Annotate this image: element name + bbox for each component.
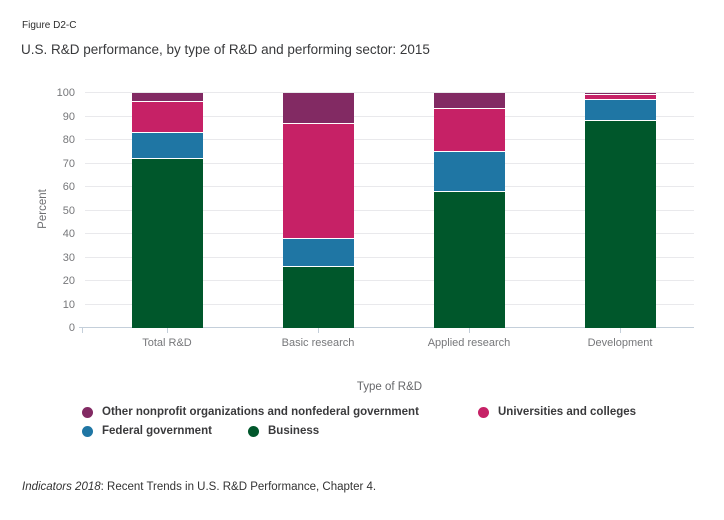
y-gridline-100 (85, 92, 694, 93)
legend-item-federal-government: Federal government (82, 425, 212, 437)
x-tick-total-r-d (167, 328, 168, 333)
legend-label-business: Business (268, 425, 320, 437)
source-note-italic: Indicators 2018 (22, 481, 101, 493)
segment-development-business (584, 121, 656, 328)
bar-total-r-d (131, 93, 203, 328)
y-tick-label-70: 70 (62, 157, 75, 170)
legend-item-universities: Universities and colleges (478, 406, 636, 418)
y-gridline-90 (85, 115, 694, 117)
x-axis-line (79, 327, 694, 328)
y-gridline-60 (85, 186, 694, 187)
y-gridline-10 (85, 303, 694, 305)
segment-basic-research-federal-government (282, 238, 354, 267)
legend-label-universities: Universities and colleges (498, 406, 637, 418)
segment-total-r-d-universities-and-colleges (131, 102, 203, 133)
legend-swatch-other-nonprofit-icon (82, 406, 93, 418)
segment-applied-research-universities-and-colleges (433, 109, 505, 152)
source-note-rest: : Recent Trends in U.S. R&D Performance,… (100, 481, 377, 493)
y-tick-label-80: 80 (62, 134, 75, 146)
y-tick-label-30: 30 (62, 251, 75, 264)
segment-basic-research-other-nonprofit-organizations-and-nonfederal-government (282, 93, 354, 124)
bar-development (584, 93, 656, 328)
segment-development-other-nonprofit-organizations-and-nonfederal-government (584, 93, 656, 96)
segment-total-r-d-other-nonprofit-organizations-and-nonfederal-government (131, 93, 203, 103)
segment-development-federal-government (584, 100, 656, 122)
x-tick-applied-research (469, 328, 470, 333)
plot-area: 0 10 20 30 40 50 60 70 80 90 100 (57, 87, 694, 334)
segment-applied-research-business (433, 191, 505, 328)
segment-applied-research-federal-government (433, 151, 505, 192)
y-tick-label-0: 0 (68, 322, 75, 334)
x-category-label-applied-research: Applied research (427, 337, 511, 349)
segment-basic-research-universities-and-colleges (282, 123, 354, 239)
x-axis-title: Type of R&D (356, 381, 423, 393)
segment-applied-research-other-nonprofit-organizations-and-nonfederal-government (433, 93, 505, 110)
y-tick-label-50: 50 (62, 204, 75, 217)
x-tick-labels: Total R&D Basic research Applied research D… (85, 337, 694, 351)
y-tick-label-90: 90 (62, 110, 75, 123)
y-gridline-40 (85, 233, 694, 234)
x-axis-edge-tick (82, 328, 83, 333)
figure-label: Figure D2-C (22, 20, 77, 31)
y-tick-label-60: 60 (62, 181, 75, 193)
legend-swatch-universities-icon (478, 406, 489, 418)
segment-total-r-d-business (131, 158, 203, 328)
bar-basic-research (282, 93, 354, 328)
y-tick-label-20: 20 (62, 275, 75, 287)
bar-applied-research (433, 93, 505, 328)
legend-swatch-business-icon (248, 425, 259, 437)
y-tick-label-40: 40 (62, 228, 75, 240)
y-gridline-20 (85, 280, 694, 281)
y-gridline-80 (85, 139, 694, 140)
y-gridline-30 (85, 256, 694, 258)
x-category-label-development: Development (587, 337, 653, 349)
source-note: Indicators 2018: Recent Trends in U.S. R… (22, 481, 376, 493)
x-category-label-basic-research: Basic research (281, 337, 355, 349)
y-tick-label-100: 100 (56, 87, 75, 99)
x-tick-development (620, 328, 621, 333)
legend-item-other-nonprofit: Other nonprofit organizations and nonfed… (82, 406, 419, 418)
segment-basic-research-business (282, 266, 354, 328)
y-gridline-70 (85, 162, 694, 164)
legend-label-other-nonprofit: Other nonprofit organizations and nonfed… (102, 406, 419, 418)
legend-item-business: Business (248, 425, 319, 437)
y-gridline-50 (85, 209, 694, 211)
x-tick-basic-research (318, 328, 319, 333)
x-category-label-total-r-d: Total R&D (142, 337, 192, 349)
y-tick-label-10: 10 (62, 298, 75, 311)
page-title: U.S. R&D performance, by type of R&D and… (21, 42, 430, 57)
segment-total-r-d-federal-government (131, 132, 203, 159)
legend-swatch-federal-government-icon (82, 425, 93, 437)
legend-label-federal-government: Federal government (102, 425, 212, 437)
segment-development-universities-and-colleges (584, 95, 656, 101)
